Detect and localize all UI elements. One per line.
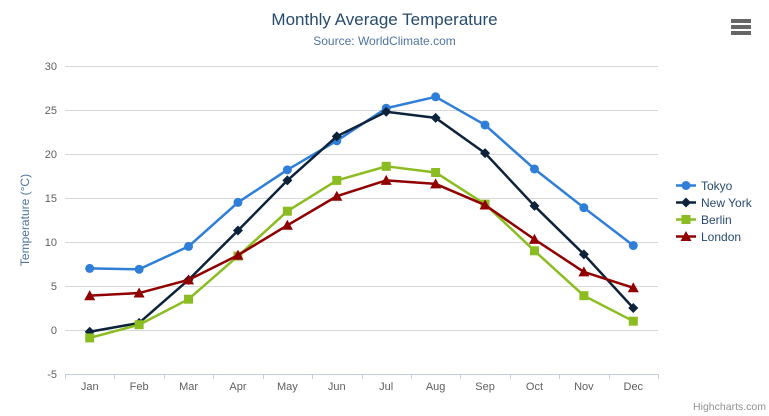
x-axis-tick-label: Nov <box>574 381 594 393</box>
data-point-tokyo-sep[interactable] <box>480 120 490 130</box>
data-point-new-york-jun[interactable] <box>331 131 342 142</box>
y-axis-tick-label: 25 <box>45 105 57 117</box>
data-point-london-may[interactable] <box>281 219 293 230</box>
y-axis-tick-label: -5 <box>47 369 57 381</box>
legend-label: Tokyo <box>701 178 733 193</box>
series-line-london[interactable] <box>88 179 635 297</box>
x-axis-tick-label: Apr <box>229 381 246 393</box>
legend-symbol-circle-icon <box>676 181 696 190</box>
hamburger-icon <box>731 19 751 35</box>
data-point-new-york-apr[interactable] <box>232 225 243 236</box>
legend-symbol-diamond-icon <box>676 197 696 208</box>
series-line-new-york[interactable] <box>88 110 635 334</box>
x-axis-tick-label: Jul <box>379 381 393 393</box>
legend: Tokyo New York Berlin London <box>676 177 752 245</box>
legend-label: London <box>701 229 742 244</box>
series-new-york <box>84 106 639 337</box>
legend-marker-tokyo[interactable] <box>681 181 691 190</box>
series-tokyo <box>85 92 638 274</box>
chart-subtitle: Source: WorldClimate.com <box>313 34 456 48</box>
data-point-berlin-feb[interactable] <box>134 320 144 330</box>
data-point-tokyo-aug[interactable] <box>431 92 441 102</box>
data-point-tokyo-nov[interactable] <box>579 203 589 213</box>
data-point-new-york-oct[interactable] <box>529 200 540 211</box>
data-point-london-oct[interactable] <box>528 233 540 244</box>
y-axis-tick-label: 30 <box>45 61 57 73</box>
data-point-berlin-jun[interactable] <box>332 175 342 185</box>
data-point-berlin-dec[interactable] <box>628 316 638 326</box>
x-axis-tick-label: May <box>277 381 298 393</box>
data-point-london-apr[interactable] <box>232 249 244 260</box>
data-point-london-nov[interactable] <box>578 266 590 277</box>
data-point-london-dec[interactable] <box>627 282 639 293</box>
legend-item-berlin[interactable]: Berlin <box>676 211 752 228</box>
x-axis-tick-label: Oct <box>526 381 543 393</box>
legend-item-london[interactable]: London <box>676 228 752 245</box>
legend-item-new-york[interactable]: New York <box>676 194 752 211</box>
legend-marker-london[interactable] <box>680 231 692 242</box>
data-point-new-york-aug[interactable] <box>430 112 441 123</box>
x-axis-tick-label: Mar <box>179 381 198 393</box>
data-point-london-jul[interactable] <box>380 174 392 185</box>
x-axis-tick-label: Feb <box>130 381 149 393</box>
x-axis-tick-label: Jan <box>81 381 99 393</box>
highcharts-credit-link[interactable]: Highcharts.com <box>693 401 766 413</box>
data-point-tokyo-dec[interactable] <box>628 241 638 251</box>
data-point-tokyo-apr[interactable] <box>233 197 243 207</box>
data-point-new-york-jul[interactable] <box>381 106 392 117</box>
data-point-tokyo-mar[interactable] <box>184 241 194 251</box>
y-axis-tick-label: 20 <box>45 149 57 161</box>
data-point-london-jun[interactable] <box>331 190 343 201</box>
data-point-london-mar[interactable] <box>183 274 195 285</box>
data-point-berlin-jul[interactable] <box>381 161 391 171</box>
x-axis-tick-label: Jun <box>328 381 346 393</box>
y-axis-tick-label: 5 <box>51 281 57 293</box>
chart-title: Monthly Average Temperature <box>271 10 498 29</box>
x-axis-tick-label: Dec <box>624 381 644 393</box>
y-axis-tick-label: 0 <box>51 325 57 337</box>
data-point-london-jan[interactable] <box>84 290 96 301</box>
data-point-berlin-nov[interactable] <box>579 291 589 301</box>
legend-label: New York <box>701 195 752 210</box>
legend-label: Berlin <box>701 212 732 227</box>
data-point-new-york-dec[interactable] <box>628 303 639 313</box>
x-axis-tick-label: Aug <box>426 381 446 393</box>
data-point-new-york-sep[interactable] <box>480 148 491 159</box>
data-point-berlin-jan[interactable] <box>85 333 95 343</box>
legend-marker-new-york[interactable] <box>681 197 691 208</box>
series-london <box>84 174 639 301</box>
data-point-berlin-mar[interactable] <box>184 294 194 304</box>
data-point-berlin-may[interactable] <box>282 206 292 216</box>
series-line-tokyo[interactable] <box>88 95 635 271</box>
series-line-berlin[interactable] <box>88 165 635 340</box>
x-axis-tick-label: Sep <box>475 381 495 393</box>
legend-item-tokyo[interactable]: Tokyo <box>676 177 752 194</box>
legend-marker-berlin[interactable] <box>681 215 691 224</box>
y-axis-tick-label: 15 <box>45 193 57 205</box>
legend-symbol-square-icon <box>676 215 696 224</box>
legend-symbol-triangle-icon <box>676 231 696 242</box>
y-axis-tick-label: 10 <box>45 237 57 249</box>
export-menu-button[interactable] <box>726 14 756 40</box>
data-point-tokyo-feb[interactable] <box>134 264 144 274</box>
y-axis-title: Temperature (°C) <box>18 173 32 267</box>
data-point-london-feb[interactable] <box>133 287 145 298</box>
data-point-london-aug[interactable] <box>430 178 442 189</box>
data-point-tokyo-may[interactable] <box>282 165 292 175</box>
data-point-berlin-aug[interactable] <box>431 167 441 177</box>
data-point-new-york-nov[interactable] <box>578 249 589 260</box>
data-point-tokyo-oct[interactable] <box>529 164 539 174</box>
data-point-berlin-oct[interactable] <box>529 246 539 256</box>
data-point-new-york-may[interactable] <box>282 175 293 186</box>
data-point-tokyo-jan[interactable] <box>85 263 95 273</box>
data-point-london-sep[interactable] <box>479 199 491 210</box>
